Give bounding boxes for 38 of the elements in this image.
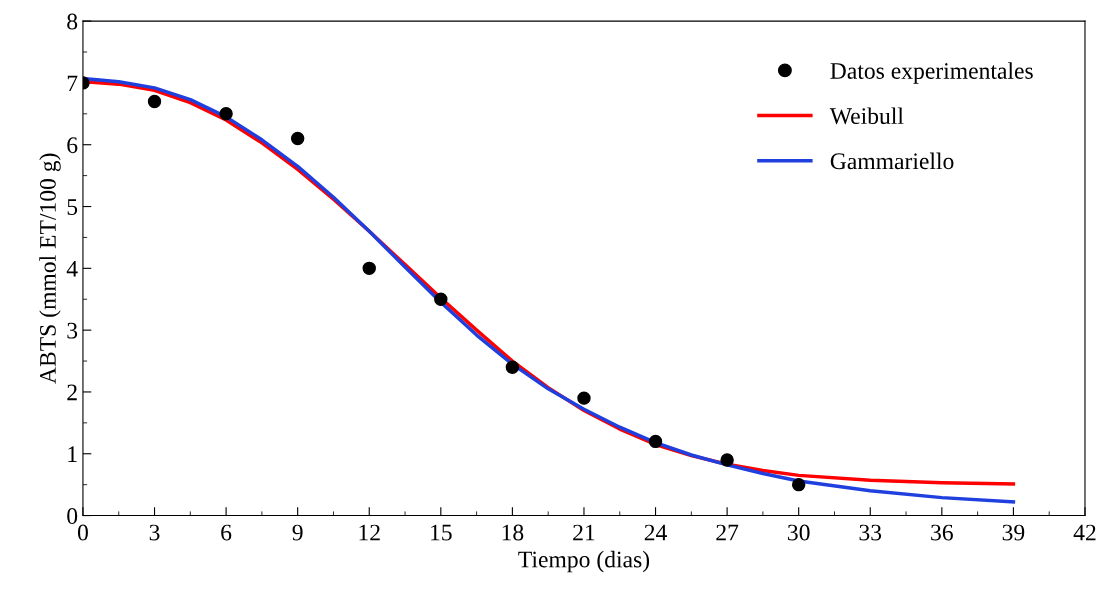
y-tick-label: 0 <box>67 508 78 524</box>
y-tick-label: 4 <box>66 260 78 277</box>
y-tick-label: 1 <box>68 446 77 462</box>
x-tick-label: 3 <box>149 524 160 541</box>
legend-label: Gammariello <box>830 152 954 170</box>
y-axis-title: ABTS (mmol ET/100 g) <box>39 153 61 384</box>
point <box>290 131 305 146</box>
point <box>505 360 520 374</box>
x-tick-label: 27 <box>716 524 739 541</box>
y-tick-label: 7 <box>67 75 78 92</box>
point <box>434 292 448 306</box>
x-tick-label: 24 <box>644 524 667 541</box>
point <box>791 477 806 492</box>
point <box>219 107 233 121</box>
x-tick-label: 36 <box>931 524 953 541</box>
y-tick-label: 3 <box>67 322 78 339</box>
legend-label: Datos experimentales <box>830 62 1033 84</box>
x-tick-label: 42 <box>1073 524 1096 541</box>
x-tick-label: 33 <box>859 524 882 541</box>
point <box>648 434 663 449</box>
point <box>577 391 591 405</box>
x-tick-label: 21 <box>573 524 595 541</box>
y-tick-label: 6 <box>67 137 78 154</box>
y-tick-label: 5 <box>67 199 78 215</box>
x-tick-label: 39 <box>1002 524 1025 541</box>
x-tick-label: 9 <box>292 524 303 541</box>
x-tick-label: 12 <box>359 524 380 541</box>
x-tick-label: 6 <box>221 524 232 541</box>
legend-label: Weibull <box>829 107 904 125</box>
x-tick-label: 30 <box>788 524 810 541</box>
point <box>362 261 376 276</box>
y-tick-label: 8 <box>67 13 78 30</box>
point <box>147 94 162 109</box>
x-axis-title: Tiempo (dias) <box>518 550 650 573</box>
x-tick-label: 15 <box>431 524 452 541</box>
y-tick-label: 2 <box>67 384 77 401</box>
x-tick-label: 18 <box>502 524 524 541</box>
point <box>720 453 734 467</box>
